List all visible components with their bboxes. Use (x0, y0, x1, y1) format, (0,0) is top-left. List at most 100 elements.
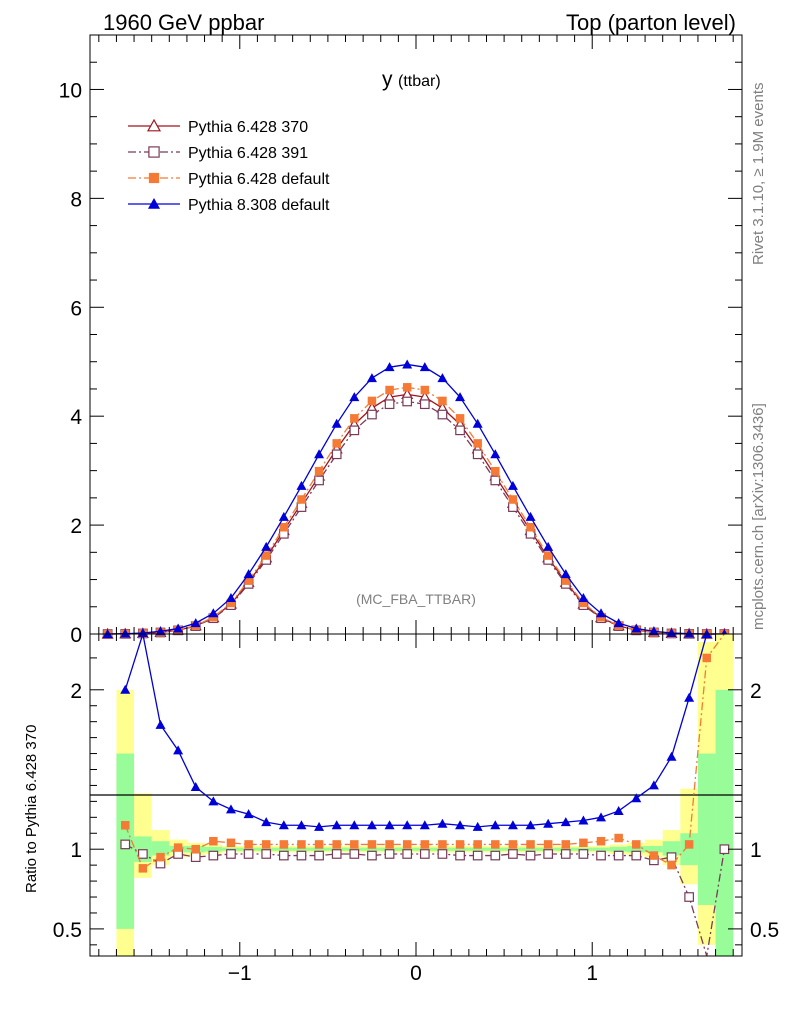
main-series-point (297, 495, 306, 504)
ratio-series-point (314, 850, 324, 861)
ratio-series-line (124, 843, 726, 956)
main-series-point (296, 502, 307, 512)
ratio-series-point (120, 684, 131, 694)
main-series-point (455, 414, 465, 423)
main-series-point (543, 541, 554, 551)
ratio-band-green (662, 841, 681, 856)
ratio-series-point (331, 849, 342, 859)
ratio-series-point (191, 844, 200, 854)
main-series-point (437, 409, 448, 420)
ratio-series-point (296, 850, 307, 861)
ratio-series-point (613, 850, 624, 861)
main-series-point (225, 593, 236, 603)
ratio-series-point (579, 838, 588, 848)
main-series-point (490, 449, 501, 459)
ratio-series-point (490, 850, 501, 861)
main-series-point (349, 392, 360, 402)
ratio-series-point (438, 840, 447, 849)
main-series-point (261, 551, 271, 560)
legend-entry: Pythia 6.428 370 (128, 118, 308, 136)
ratio-series-point (209, 836, 218, 846)
x-tick-label: 1 (586, 962, 598, 985)
main-series-3 (102, 359, 730, 638)
ratio-y-tick-label-right: 0.5 (750, 919, 779, 942)
main-series-point (332, 439, 341, 448)
ratio-y-tick-label-right: 2 (750, 680, 762, 703)
ratio-band-green (592, 847, 610, 851)
plot-title: y (ttbar) (382, 68, 441, 91)
main-series-point (561, 576, 571, 585)
legend: Pythia 6.428 370 Pythia 6.428 391 Pythia 6… (128, 118, 330, 214)
ratio-series-point (666, 751, 677, 761)
ratio-series-point (437, 818, 448, 828)
ratio-series-point (138, 849, 148, 859)
plot-title-sub: (ttbar) (398, 73, 441, 90)
ratio-y-tick-label: 1 (70, 839, 82, 862)
header-right: Top (parton level) (566, 10, 736, 35)
main-series-point (631, 623, 642, 633)
ratio-series-point (138, 864, 148, 873)
main-series-point (314, 475, 324, 486)
ratio-series-point (384, 820, 395, 830)
ratio-series-point (155, 719, 166, 729)
ratio-series-point (331, 820, 342, 830)
ratio-series-point (419, 820, 430, 830)
ratio-band-green (609, 846, 628, 852)
ratio-series-point (667, 860, 676, 870)
ratio-series-point (173, 745, 184, 755)
legend-marker (148, 198, 160, 209)
main-series-point (278, 511, 289, 521)
main-series-point (120, 628, 131, 638)
ratio-series-point (314, 821, 325, 831)
ratio-series-point (349, 820, 360, 830)
ratio-series-2 (120, 634, 725, 831)
ratio-band-green (204, 846, 223, 852)
main-series-point (579, 598, 588, 608)
legend-label: Pythia 6.428 370 (188, 119, 308, 136)
ratio-series-point (208, 796, 219, 806)
ratio-band-green (715, 689, 734, 956)
watermark: (MC_FBA_TTBAR) (356, 591, 476, 607)
ratio-series-point (631, 793, 642, 803)
ratio-series-point (244, 840, 253, 849)
ratio-series-point (472, 850, 483, 861)
main-series-point (244, 576, 253, 585)
main-series-point (666, 628, 677, 638)
rivet-label: Rivet 3.1.10, ≥ 1.9M events (750, 83, 767, 266)
x-tick-label: −1 (228, 962, 252, 985)
main-series-point (507, 480, 518, 490)
ratio-series-point (279, 840, 289, 849)
legend-label: Pythia 8.308 default (188, 197, 330, 214)
legend-marker (148, 146, 160, 158)
ratio-series-point (261, 817, 272, 827)
ratio-series-point (455, 820, 466, 830)
main-series-point (420, 385, 430, 395)
main-series-point (613, 618, 624, 628)
ratio-band-green (627, 846, 646, 853)
main-series-point (525, 511, 536, 521)
legend-entry: Pythia 6.428 391 (128, 145, 308, 162)
main-series-point (331, 418, 342, 428)
x-tick-label: 0 (410, 962, 422, 985)
ratio-series-point (261, 849, 272, 859)
ratio-series-point (120, 821, 130, 830)
main-series-point (402, 383, 412, 392)
ratio-series-point (402, 840, 412, 849)
main-series-point (419, 399, 430, 410)
ratio-series-point (367, 850, 377, 861)
ratio-series-point (455, 840, 465, 849)
main-series-point (314, 449, 325, 459)
ratio-y-label: Ratio to Pythia 6.428 370 (23, 725, 40, 893)
main-series-point (402, 396, 413, 407)
ratio-band-green (275, 847, 293, 851)
ratio-series-point (719, 844, 730, 855)
ratio-series-point (437, 849, 448, 859)
ratio-series-point (226, 849, 236, 859)
ratio-y-tick-label-right: 1 (750, 839, 762, 862)
ratio-band-green (151, 841, 170, 856)
ratio-y-tick-label: 2 (70, 680, 82, 703)
main-series-point (349, 425, 360, 436)
ratio-series-point (508, 849, 518, 859)
ratio-series-point (578, 849, 589, 859)
ratio-band-green (645, 846, 663, 853)
